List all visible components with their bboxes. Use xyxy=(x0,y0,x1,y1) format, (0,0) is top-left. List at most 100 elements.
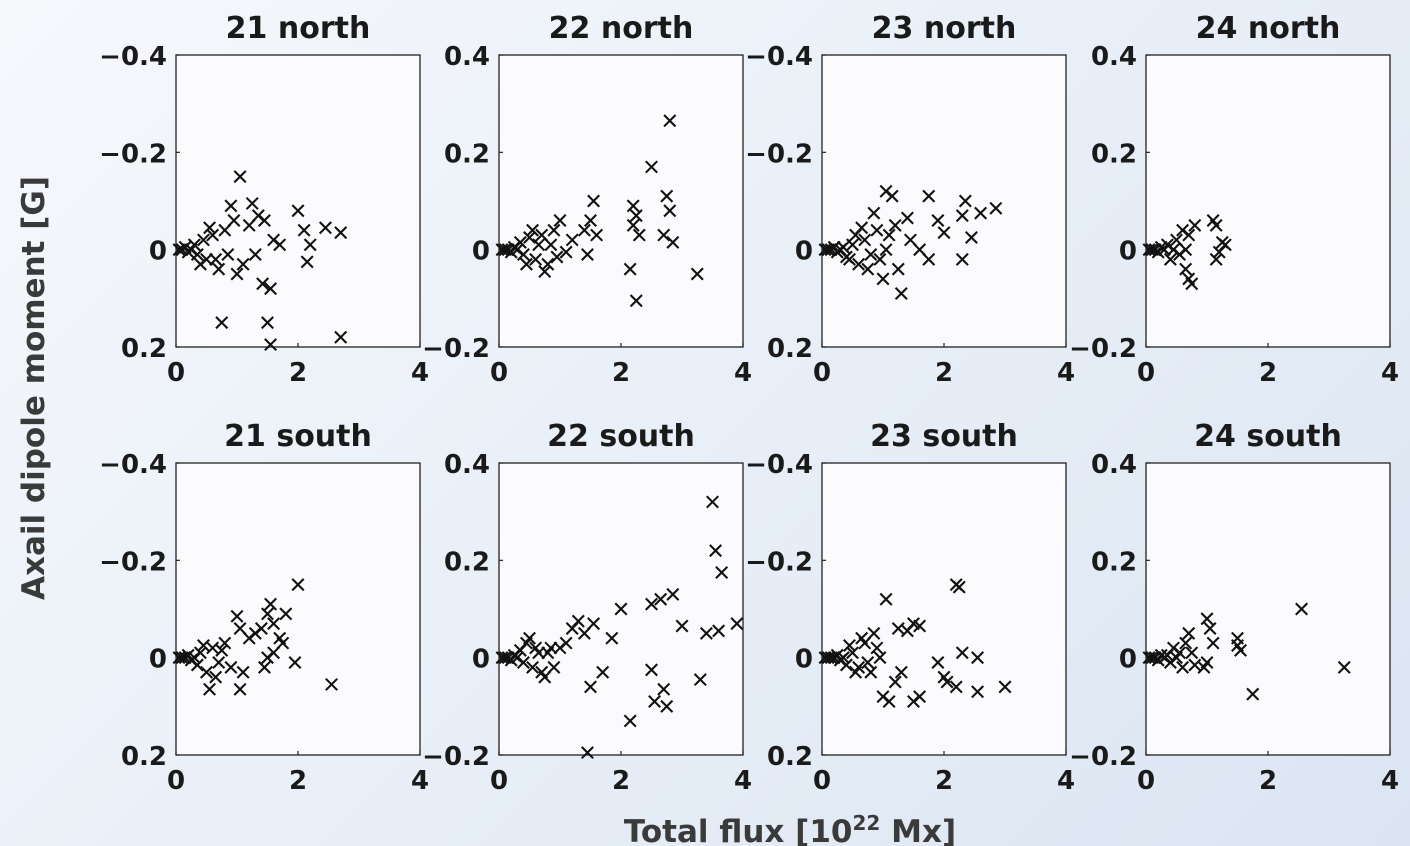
data-point xyxy=(1188,658,1202,672)
data-point xyxy=(657,228,671,242)
data-point xyxy=(300,255,314,269)
data-point xyxy=(712,624,726,638)
data-point xyxy=(587,617,601,631)
data-point xyxy=(715,566,729,579)
y-tick-label: 0.2 xyxy=(767,334,813,364)
data-point xyxy=(870,223,884,237)
data-point xyxy=(297,223,311,237)
panel-title: 21 north xyxy=(226,11,371,46)
data-point xyxy=(623,262,637,276)
y-tick-label: −0.4 xyxy=(745,42,813,72)
plot-frame xyxy=(175,462,421,756)
data-point xyxy=(955,209,969,223)
data-point xyxy=(227,213,241,227)
x-tick-label: 2 xyxy=(612,766,630,796)
data-point xyxy=(565,621,579,635)
data-point xyxy=(206,641,220,655)
y-tick-label: 0 xyxy=(795,237,813,267)
x-tick-label: 0 xyxy=(490,358,508,388)
data-point xyxy=(587,194,601,208)
x-tick-label: 4 xyxy=(1381,766,1399,796)
data-point xyxy=(861,262,875,276)
data-point xyxy=(709,544,723,558)
data-point xyxy=(224,660,238,674)
panel-title: 22 north xyxy=(549,11,694,46)
data-point xyxy=(532,238,546,252)
data-point xyxy=(200,665,213,679)
data-point xyxy=(699,626,713,640)
data-point xyxy=(955,252,969,266)
plot-frame xyxy=(1145,54,1391,348)
data-point xyxy=(846,238,859,252)
data-point xyxy=(867,206,881,220)
data-point xyxy=(577,223,591,237)
x-tick-label: 0 xyxy=(167,766,185,796)
panel-title: 23 south xyxy=(870,419,1018,454)
data-point xyxy=(913,243,927,257)
data-point xyxy=(1163,252,1177,266)
data-point xyxy=(846,646,859,660)
x-tick-label: 2 xyxy=(1259,766,1277,796)
y-tick-label: −0.2 xyxy=(99,139,167,169)
x-tick-label: 2 xyxy=(1259,358,1277,388)
data-point xyxy=(1179,243,1193,257)
y-tick-label: −0.4 xyxy=(745,450,813,480)
data-point xyxy=(645,160,658,174)
data-point xyxy=(888,675,902,689)
data-point xyxy=(876,690,890,704)
data-point xyxy=(526,223,540,237)
data-point xyxy=(596,665,610,679)
data-point xyxy=(1145,651,1159,665)
y-tick-label: 0.2 xyxy=(1091,139,1137,169)
y-tick-label: 0.4 xyxy=(1091,450,1137,480)
y-tick-label: −0.4 xyxy=(99,450,167,480)
data-point xyxy=(626,199,640,213)
data-point xyxy=(212,656,226,670)
data-point xyxy=(1182,626,1196,640)
data-point xyxy=(264,282,278,296)
data-point xyxy=(584,680,597,694)
data-point xyxy=(648,694,662,708)
data-point xyxy=(666,587,680,601)
data-point xyxy=(215,643,229,657)
data-point xyxy=(1212,245,1226,259)
data-point xyxy=(663,204,677,218)
y-tick-label: −0.2 xyxy=(422,334,490,364)
data-point xyxy=(206,228,220,242)
plot-frame xyxy=(821,462,1067,756)
data-point xyxy=(1145,243,1159,257)
x-tick-label: 2 xyxy=(935,766,953,796)
x-tick-label: 2 xyxy=(612,358,630,388)
data-point xyxy=(535,228,549,242)
data-point xyxy=(870,641,884,655)
data-point xyxy=(209,252,223,266)
data-point xyxy=(577,626,591,640)
data-point xyxy=(532,646,546,660)
data-point xyxy=(273,238,287,252)
data-point xyxy=(1200,612,1214,626)
data-point xyxy=(900,211,914,225)
data-point xyxy=(937,226,951,240)
data-point xyxy=(544,238,558,252)
panel-title: 24 north xyxy=(1196,11,1341,46)
data-point xyxy=(858,233,872,247)
data-point xyxy=(523,231,536,244)
data-point xyxy=(821,651,835,665)
panel-title: 24 south xyxy=(1194,419,1342,454)
data-point xyxy=(879,243,893,257)
data-point xyxy=(553,213,567,227)
data-point xyxy=(1246,687,1260,701)
data-point xyxy=(209,670,223,684)
x-tick-label: 0 xyxy=(1137,766,1155,796)
data-point xyxy=(1179,262,1193,276)
data-point xyxy=(267,617,281,631)
data-point xyxy=(654,592,668,606)
data-point xyxy=(971,651,985,665)
data-point xyxy=(867,626,881,640)
data-point xyxy=(172,651,186,665)
data-point xyxy=(657,682,671,696)
y-tick-label: 0.2 xyxy=(121,334,167,364)
y-tick-label: 0.2 xyxy=(444,139,490,169)
